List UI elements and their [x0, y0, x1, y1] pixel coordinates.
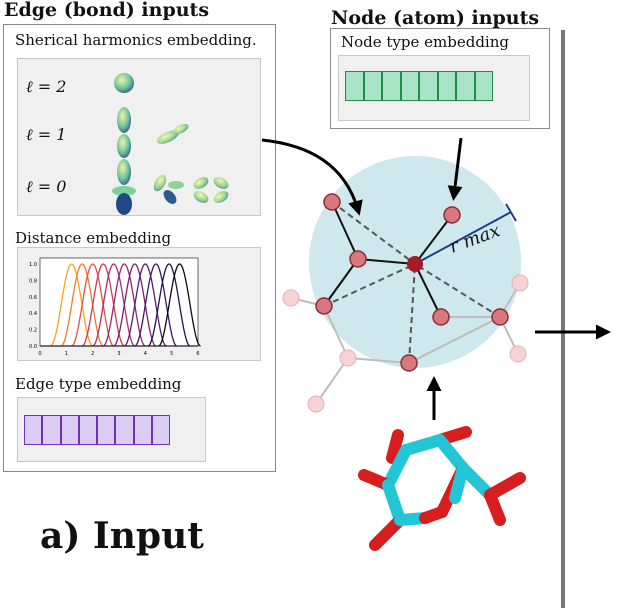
edge-embedding-cell	[60, 415, 79, 445]
distance-basis-curve	[147, 263, 191, 347]
harmonic-l0-lobe-d	[163, 190, 177, 204]
edge-inputs-box: Sherical harmonics embedding. ℓ = 2 ℓ = …	[3, 24, 276, 472]
edge-embedding-cell	[78, 415, 98, 445]
node-embedding-cell	[400, 71, 419, 101]
harmonic-l1-lobe-a	[117, 107, 131, 133]
edge-section-title: Edge (bond) inputs	[4, 0, 210, 21]
node-embedding-cell	[419, 71, 438, 101]
edge-type-panel	[17, 397, 206, 462]
harmonic-l2-sphere	[114, 73, 134, 93]
distance-embedding-panel: 0.0 0.2 0.4 0.6 0.8 1.0 0 1 2 3 4 5 6	[17, 247, 261, 361]
spherical-harmonics-label: Sherical harmonics embedding.	[15, 31, 257, 49]
harmonic-l0-lobe-c	[153, 174, 167, 192]
distance-x-tick: 4	[144, 351, 147, 357]
node-type-panel	[338, 55, 530, 121]
distance-y-tick: 0.4	[29, 311, 37, 317]
distance-y-tick: 0.0	[29, 344, 37, 350]
inner-bonds	[323, 201, 453, 318]
edge-input-arrow	[261, 138, 363, 216]
distance-y-tick: 0.2	[29, 328, 37, 334]
cutoff-radius-line	[414, 211, 512, 265]
distance-basis-curve	[92, 263, 135, 347]
harmonic-l1-lobe-d	[173, 124, 189, 134]
harmonic-l0-clover-d	[213, 191, 229, 203]
distance-y-tick: 0.8	[29, 278, 37, 284]
center-atom	[407, 256, 423, 272]
distance-basis-curve	[134, 263, 178, 347]
distance-basis-curve	[60, 263, 104, 347]
distance-x-tick: 3	[117, 351, 120, 357]
outer-atoms	[282, 274, 529, 413]
harmonic-l0-clover-c	[193, 191, 209, 203]
harmonic-l0-label: ℓ = 0	[26, 177, 67, 196]
node-embedding-cell	[474, 71, 493, 101]
harmonics-shapes	[112, 73, 229, 215]
harmonic-l0-ring	[112, 186, 136, 196]
neighbor-atoms	[315, 193, 509, 372]
harmonic-l0-lobe-b	[116, 193, 132, 215]
distance-x-tick: 0	[38, 351, 41, 357]
harmonic-l0-clover-a	[193, 177, 209, 189]
node-input-arrow	[447, 137, 463, 201]
edge-embedding-cell	[97, 415, 116, 445]
distance-basis-curve	[158, 263, 201, 347]
node-embedding-cell	[437, 71, 456, 101]
distance-chart: 0.0 0.2 0.4 0.6 0.8 1.0 0 1 2 3 4 5 6	[29, 257, 201, 357]
distance-x-tick: 6	[196, 351, 199, 357]
distance-basis-curve	[124, 263, 167, 347]
distance-basis-curve	[103, 263, 146, 347]
edge-embedding-cell	[24, 415, 43, 445]
distance-y-tick: 1.0	[29, 262, 37, 268]
harmonic-l2-label: ℓ = 2	[26, 77, 67, 96]
distance-embedding-label: Distance embedding	[15, 229, 172, 247]
node-type-label: Node type embedding	[341, 33, 509, 51]
node-type-vector	[345, 71, 493, 101]
distance-x-tick: 1	[65, 351, 68, 357]
distance-basis-curve	[113, 263, 157, 347]
edge-type-label: Edge type embedding	[15, 375, 182, 393]
harmonic-l0-lobe-a	[117, 159, 131, 185]
distance-basis-curve	[81, 263, 125, 347]
distance-basis-curve	[50, 263, 93, 347]
harmonic-l1-lobe-b	[117, 134, 131, 158]
molecule-model	[358, 426, 526, 551]
edge-embedding-cell	[42, 415, 61, 445]
distance-y-tick: 0.6	[29, 295, 37, 301]
edge-embedding-cell	[115, 415, 134, 445]
neighbor-edges	[323, 201, 501, 364]
panel-caption: a) Input	[40, 515, 204, 557]
harmonic-l1-lobe-c	[156, 130, 180, 144]
edge-type-vector	[24, 415, 171, 445]
node-embedding-cell	[363, 71, 382, 101]
harmonic-l0-clover-b	[213, 177, 229, 189]
node-embedding-cell	[345, 71, 364, 101]
spherical-harmonics-panel: ℓ = 2 ℓ = 1 ℓ = 0	[17, 58, 261, 216]
node-embedding-cell	[456, 71, 475, 101]
distance-x-tick: 5	[170, 351, 173, 357]
section-divider	[561, 30, 565, 608]
node-inputs-box: Node type embedding	[330, 28, 550, 129]
node-section-title: Node (atom) inputs	[331, 7, 540, 29]
edge-embedding-cell	[152, 415, 171, 445]
distance-basis-curve	[71, 263, 114, 347]
harmonic-l1-label: ℓ = 1	[26, 125, 67, 144]
distance-x-tick: 2	[91, 351, 94, 357]
harmonic-l0-lobe-e	[168, 181, 184, 189]
edge-embedding-cell	[133, 415, 153, 445]
cutoff-radius-tick	[505, 203, 517, 222]
node-embedding-cell	[382, 71, 401, 101]
